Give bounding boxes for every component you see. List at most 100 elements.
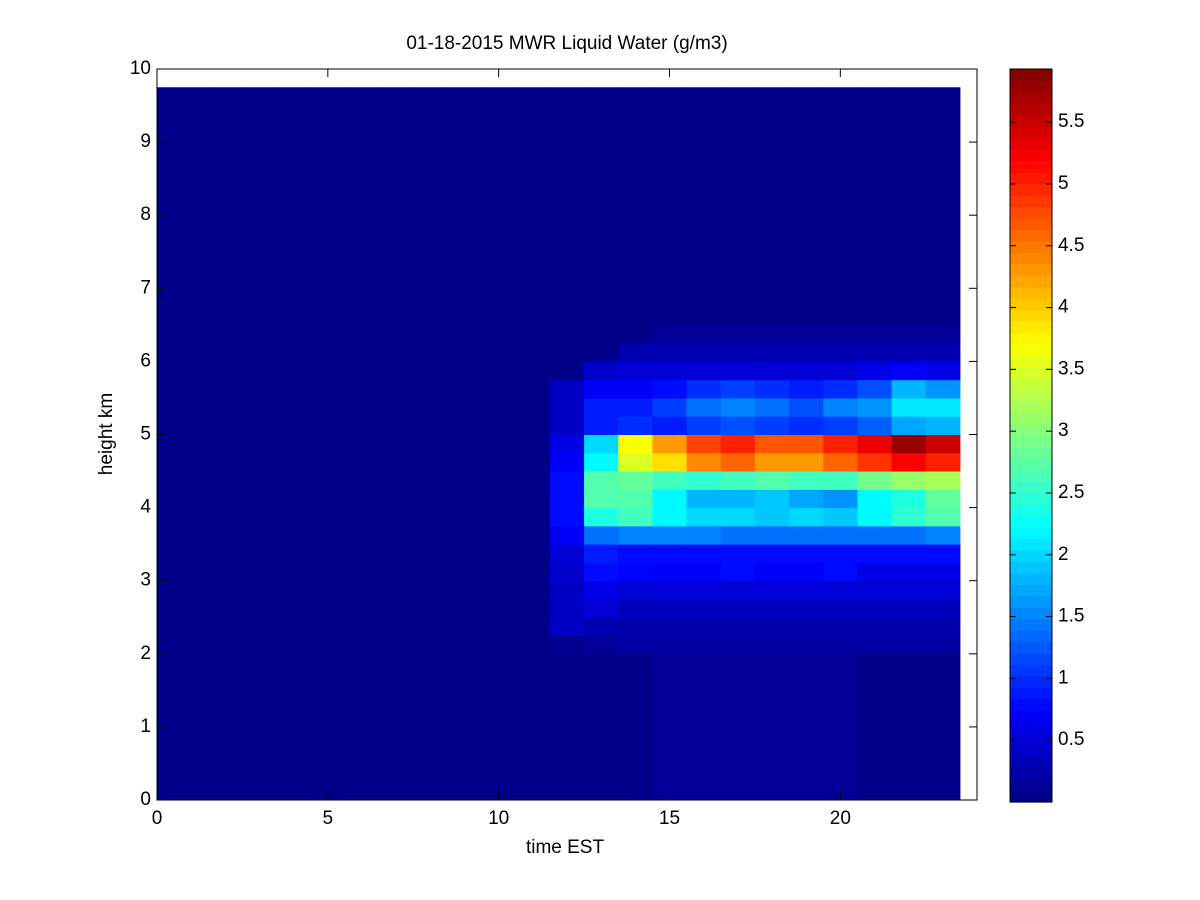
heatmap-cell <box>549 361 585 381</box>
heatmap-cell <box>549 763 585 783</box>
heatmap-cell <box>584 196 619 216</box>
heatmap-cell <box>618 635 653 655</box>
heatmap-cell <box>720 160 756 180</box>
heatmap-cell <box>652 507 688 527</box>
heatmap-cell <box>823 87 858 107</box>
heatmap-cell <box>720 544 756 563</box>
heatmap-cell <box>174 544 209 563</box>
heatmap-cell <box>413 416 448 435</box>
heatmap-cell <box>823 635 858 655</box>
heatmap-cell <box>413 343 448 362</box>
heatmap-cell <box>789 672 824 691</box>
heatmap-cell <box>925 397 961 417</box>
colorbar-swatch <box>1010 137 1052 150</box>
colorbar-swatch <box>1010 194 1052 208</box>
heatmap-cell <box>276 105 312 125</box>
heatmap-cell <box>413 653 448 673</box>
heatmap-cell <box>447 580 483 600</box>
heatmap-cell <box>157 343 175 362</box>
heatmap-cell <box>157 196 175 216</box>
heatmap-cell <box>447 324 483 344</box>
heatmap-cell <box>584 288 619 308</box>
heatmap-cell <box>823 324 858 344</box>
heatmap-cell <box>242 708 278 728</box>
heatmap-cell <box>857 288 893 308</box>
heatmap-cell <box>584 507 619 527</box>
heatmap-cell <box>652 361 688 381</box>
heatmap-cell <box>720 580 756 600</box>
heatmap-cell <box>344 726 380 746</box>
heatmap-cell <box>276 763 312 783</box>
heatmap-cell <box>618 672 653 691</box>
heatmap-cell <box>174 726 209 746</box>
heatmap-cell <box>857 544 893 563</box>
y-tick-label: 3 <box>140 570 151 591</box>
heatmap-cell <box>652 270 688 289</box>
heatmap-cell <box>686 142 722 161</box>
heatmap-cell <box>481 544 517 563</box>
heatmap-cell <box>379 306 414 326</box>
heatmap-cell <box>174 580 209 600</box>
heatmap-cell <box>310 196 346 216</box>
heatmap-cell <box>720 598 756 618</box>
heatmap-cell <box>157 726 175 746</box>
colorbar-swatch <box>1010 561 1052 574</box>
heatmap-cell <box>652 123 688 143</box>
heatmap-cell <box>925 123 961 143</box>
heatmap-cell <box>891 196 927 216</box>
heatmap-cell <box>686 379 722 399</box>
heatmap-cell <box>413 397 448 417</box>
heatmap-cell <box>754 123 790 143</box>
heatmap-cell <box>515 434 551 454</box>
heatmap-cell <box>481 251 517 271</box>
heatmap-cell <box>789 653 824 673</box>
heatmap-cell <box>481 690 517 710</box>
heatmap-cell <box>584 452 619 472</box>
heatmap-cell <box>720 708 756 728</box>
heatmap-cell <box>174 434 209 454</box>
heatmap-cell <box>208 617 243 637</box>
heatmap-cell <box>720 525 756 545</box>
heatmap-cell <box>857 507 893 527</box>
heatmap-cell <box>618 580 653 600</box>
heatmap-cell <box>276 233 312 253</box>
heatmap-cell <box>549 270 585 289</box>
heatmap-cell <box>925 288 961 308</box>
heatmap-cell <box>344 215 380 234</box>
heatmap-cell <box>379 215 414 234</box>
colorbar-swatch <box>1010 275 1052 288</box>
heatmap-cell <box>789 160 824 180</box>
heatmap-cell <box>413 160 448 180</box>
heatmap-cell <box>208 160 243 180</box>
heatmap-cell <box>720 452 756 472</box>
heatmap-cell <box>754 544 790 563</box>
heatmap-cell <box>447 653 483 673</box>
heatmap-cell <box>344 105 380 125</box>
heatmap-cell <box>481 507 517 527</box>
heatmap-cell <box>823 416 858 435</box>
heatmap-cell <box>686 87 722 107</box>
heatmap-cell <box>652 635 688 655</box>
heatmap-cell <box>549 489 585 509</box>
heatmap-cell <box>857 635 893 655</box>
heatmap-cell <box>618 562 653 582</box>
heatmap-cell <box>789 452 824 472</box>
heatmap-cell <box>174 653 209 673</box>
heatmap-cell <box>652 379 688 399</box>
heatmap-cell <box>857 617 893 637</box>
heatmap-cell <box>823 525 858 545</box>
heatmap-cell <box>310 580 346 600</box>
heatmap-cell <box>310 507 346 527</box>
heatmap-cell <box>823 379 858 399</box>
heatmap-cell <box>891 87 927 107</box>
heatmap-cell <box>823 452 858 472</box>
heatmap-cell <box>584 416 619 435</box>
heatmap-cell <box>925 635 961 655</box>
colorbar-swatch <box>1010 527 1052 540</box>
heatmap-cell <box>618 288 653 308</box>
colorbar-swatch <box>1010 664 1052 677</box>
colorbar-swatch <box>1010 366 1052 379</box>
heatmap-cell <box>276 452 312 472</box>
heatmap-cell <box>242 580 278 600</box>
heatmap-cell <box>652 653 688 673</box>
